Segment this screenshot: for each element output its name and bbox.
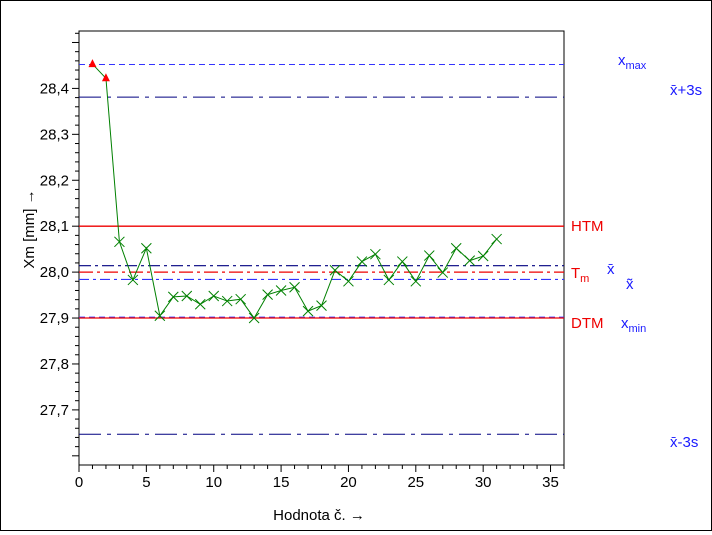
- outlier-point: [101, 73, 110, 82]
- series-group: [92, 63, 502, 324]
- data-point: [262, 289, 273, 300]
- reference-lines-group: [79, 64, 564, 435]
- data-point: [289, 281, 300, 293]
- x-axis-label: Hodnota č. →: [273, 507, 365, 524]
- label-xbar-minus-3s: x̄-3s: [670, 434, 698, 451]
- label-xmin: xmin: [621, 315, 646, 335]
- data-point: [491, 233, 502, 245]
- data-point: [477, 250, 489, 262]
- data-point: [221, 295, 233, 307]
- x-tick-label: 0: [75, 474, 83, 491]
- label-htm: HTM: [571, 218, 604, 235]
- data-point: [383, 274, 395, 286]
- data-point: [235, 293, 247, 305]
- y-tick-label: 27,7: [40, 402, 69, 419]
- data-point: [208, 290, 220, 302]
- data-point: [248, 312, 260, 324]
- x-tick-label: 30: [475, 474, 492, 491]
- data-point: [275, 285, 287, 296]
- data-point: [329, 264, 341, 276]
- outlier-point: [88, 59, 97, 68]
- x-tick-label: 5: [142, 474, 150, 491]
- data-point: [450, 242, 462, 254]
- label-tm: Tm: [571, 265, 589, 285]
- y-tick-label: 28,2: [40, 172, 69, 189]
- y-tick-label: 28,0: [40, 264, 69, 281]
- x-tick-label: 25: [407, 474, 424, 491]
- data-point: [154, 310, 166, 322]
- data-point: [370, 248, 381, 260]
- data-point: [127, 274, 139, 286]
- data-point: [343, 275, 354, 287]
- label-xbar: x̄: [607, 261, 615, 278]
- y-tick-label: 27,9: [40, 310, 69, 327]
- axes-group: 0 5 10 15 20 25 30 35 27,7 27,8 27,9 28,0 28,1 28,2 28…: [40, 30, 565, 491]
- x-tick-label: 20: [340, 474, 357, 491]
- data-point: [410, 275, 422, 287]
- data-point: [437, 267, 449, 278]
- x-tick-label: 10: [205, 474, 222, 491]
- data-point: [181, 290, 193, 302]
- y-axis-label: Xm [mm] →: [21, 189, 38, 268]
- data-point: [316, 300, 327, 311]
- data-point: [141, 242, 152, 254]
- x-tick-label: 35: [542, 474, 559, 491]
- data-point: [464, 255, 476, 266]
- x-tick-label: 15: [273, 474, 290, 491]
- y-tick-label: 28,3: [40, 126, 69, 143]
- data-point: [167, 291, 179, 303]
- data-point: [114, 236, 125, 248]
- label-xbar-plus-3s: x̄+3s: [670, 82, 702, 99]
- data-point: [423, 250, 435, 261]
- y-tick-label: 28,4: [40, 80, 69, 97]
- y-tick-label: 28,1: [40, 218, 69, 235]
- label-dtm: DTM: [571, 315, 604, 332]
- data-point: [396, 256, 408, 267]
- data-point: [356, 256, 368, 267]
- y-tick-label: 27,8: [40, 356, 69, 373]
- data-point: [194, 298, 206, 310]
- data-point: [302, 305, 314, 317]
- label-xtilde: x̃: [626, 276, 634, 293]
- plot-area-border: [78, 30, 565, 466]
- label-xmax: xmax: [618, 52, 647, 72]
- marker-group: [88, 59, 110, 82]
